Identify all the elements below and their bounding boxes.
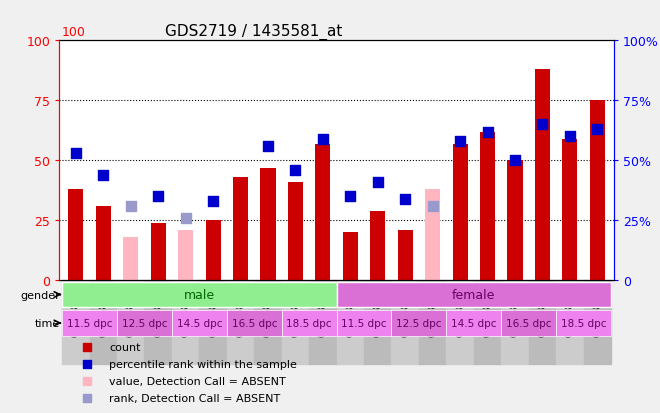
FancyBboxPatch shape [117,311,172,336]
Bar [288,183,303,280]
Bar [391,280,419,364]
Point [290,167,301,174]
Bar [227,280,254,364]
Bar [590,101,605,280]
Bar [474,280,502,364]
Bar [90,280,117,364]
FancyBboxPatch shape [62,311,117,336]
Bar [145,280,172,364]
Text: 14.5 dpc: 14.5 dpc [177,318,222,328]
Point [263,143,273,150]
Point [510,158,520,164]
Text: 12.5 dpc: 12.5 dpc [396,318,442,328]
FancyBboxPatch shape [446,311,502,336]
Bar [364,280,391,364]
Text: count: count [110,342,141,353]
Text: 16.5 dpc: 16.5 dpc [506,318,552,328]
Text: 18.5 dpc: 18.5 dpc [286,318,332,328]
Point [400,196,411,202]
FancyBboxPatch shape [337,282,611,308]
Point [537,122,548,128]
Point [345,194,356,200]
Bar [370,211,385,280]
Bar [562,140,578,280]
Text: gender: gender [20,290,60,300]
Point [180,215,191,222]
Bar [535,70,550,280]
FancyBboxPatch shape [282,311,337,336]
Bar [123,237,139,280]
Text: male: male [183,288,215,301]
Point [564,134,575,140]
Text: rank, Detection Call = ABSENT: rank, Detection Call = ABSENT [110,393,280,403]
Bar [425,190,440,280]
Bar [117,280,145,364]
Bar [62,280,90,364]
FancyBboxPatch shape [556,311,611,336]
Bar [309,280,337,364]
Text: female: female [452,288,496,301]
Text: 18.5 dpc: 18.5 dpc [561,318,607,328]
Bar [178,230,193,280]
Point [82,361,92,368]
Text: 11.5 dpc: 11.5 dpc [67,318,112,328]
FancyBboxPatch shape [391,311,446,336]
Bar [69,190,83,280]
Bar [583,280,611,364]
Bar [480,132,495,280]
Bar [205,221,220,280]
Point [428,203,438,210]
Bar [282,280,309,364]
Bar [337,280,364,364]
Text: 16.5 dpc: 16.5 dpc [232,318,277,328]
Bar [261,168,275,280]
Text: time: time [35,318,60,328]
Point [98,172,109,178]
Bar [150,223,166,280]
Point [82,395,92,401]
Point [82,378,92,385]
Bar [172,280,199,364]
Point [125,203,136,210]
Bar [446,280,474,364]
Text: 100: 100 [62,26,86,39]
Text: value, Detection Call = ABSENT: value, Detection Call = ABSENT [110,376,286,386]
Point [592,126,603,133]
Text: 12.5 dpc: 12.5 dpc [121,318,167,328]
Bar [556,280,583,364]
Bar [233,178,248,280]
Bar [254,280,282,364]
Bar [529,280,556,364]
FancyBboxPatch shape [172,311,227,336]
Bar [508,161,523,280]
Point [455,138,465,145]
Bar [343,233,358,280]
Bar [96,206,111,280]
Bar [315,144,331,280]
Text: 14.5 dpc: 14.5 dpc [451,318,496,328]
Point [153,194,164,200]
Bar [502,280,529,364]
Point [482,129,493,135]
Bar [419,280,446,364]
Point [208,198,218,205]
Point [372,179,383,186]
Text: percentile rank within the sample: percentile rank within the sample [110,359,297,369]
Point [317,136,328,143]
Bar [453,144,468,280]
Point [82,344,92,351]
Point [71,150,81,157]
FancyBboxPatch shape [62,282,337,308]
Text: 11.5 dpc: 11.5 dpc [341,318,387,328]
Bar [398,230,412,280]
Title: GDS2719 / 1435581_at: GDS2719 / 1435581_at [165,24,342,40]
FancyBboxPatch shape [227,311,282,336]
FancyBboxPatch shape [337,311,391,336]
Bar [199,280,227,364]
FancyBboxPatch shape [502,311,556,336]
